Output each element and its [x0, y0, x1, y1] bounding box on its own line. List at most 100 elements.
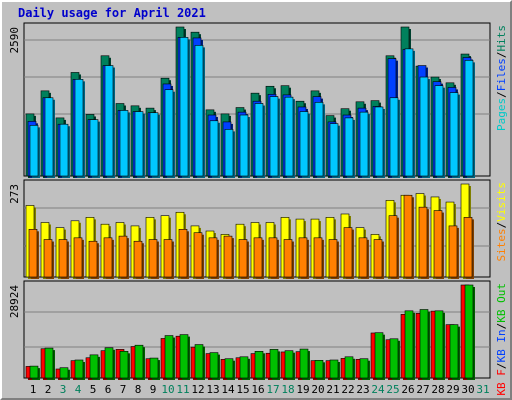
bar-sites-day-2 — [43, 239, 53, 278]
bar-pages-day-9 — [149, 112, 159, 177]
x-tick-label-day-13: 13 — [206, 383, 219, 396]
x-tick-label-day-14: 14 — [221, 383, 235, 396]
bar-kbout-day-15 — [239, 356, 249, 379]
x-tick-label-day-27: 27 — [416, 383, 429, 396]
x-tick-label-day-29: 29 — [446, 383, 459, 396]
x-tick-label-day-25: 25 — [386, 383, 399, 396]
bar-sites-day-29 — [448, 225, 458, 278]
bar-pages-day-5 — [89, 119, 99, 177]
x-tick-label-day-11: 11 — [176, 383, 189, 396]
bar-sites-day-12 — [193, 232, 203, 278]
x-tick-label-day-31: 31 — [476, 383, 489, 396]
bar-sites-day-1 — [28, 229, 38, 278]
legend-entry-hits_files_pages-3: / — [495, 52, 508, 59]
bar-kbout-day-26 — [404, 310, 414, 379]
legend-entry-kbytes-2: KB In — [495, 329, 508, 362]
bar-kbout-day-6 — [104, 347, 114, 379]
bar-pages-day-21 — [329, 123, 339, 177]
bar-kbout-day-13 — [209, 352, 219, 379]
bar-pages-day-30 — [464, 60, 474, 177]
bar-sites-day-25 — [388, 215, 398, 278]
x-tick-label-day-3: 3 — [60, 383, 67, 396]
x-tick-label-day-20: 20 — [311, 383, 324, 396]
legend-entry-kbytes-3: / — [495, 323, 508, 330]
bar-pages-day-18 — [284, 96, 294, 177]
bar-kbout-day-27 — [419, 309, 429, 379]
bar-pages-day-12 — [194, 45, 204, 177]
bar-kbout-day-19 — [299, 348, 309, 379]
bar-sites-day-22 — [343, 227, 353, 278]
x-tick-label-day-4: 4 — [75, 383, 82, 396]
x-tick-label-day-18: 18 — [281, 383, 294, 396]
legend-entry-kbytes-4: KB Out — [495, 283, 508, 323]
legend-entry-hits_files_pages-2: Files — [495, 58, 508, 91]
legend-entry-visits_sites-0: Sites — [495, 228, 508, 261]
bar-sites-day-21 — [328, 239, 338, 278]
bar-pages-day-27 — [419, 76, 429, 177]
bar-kbout-day-25 — [389, 338, 399, 379]
bar-sites-day-6 — [103, 237, 113, 278]
chart-title: Daily usage for April 2021 — [18, 6, 206, 20]
legend-entry-visits_sites-1: / — [495, 222, 508, 229]
bar-pages-day-19 — [299, 111, 309, 177]
bar-pages-day-1 — [29, 125, 39, 177]
x-tick-label-day-24: 24 — [371, 383, 385, 396]
x-tick-label-day-1: 1 — [30, 383, 37, 396]
bar-pages-day-23 — [359, 111, 369, 177]
bar-pages-day-16 — [254, 103, 264, 177]
bar-kbout-day-12 — [194, 344, 204, 379]
bar-pages-day-8 — [134, 111, 144, 177]
x-tick-label-day-26: 26 — [401, 383, 414, 396]
x-tick-label-day-21: 21 — [326, 383, 339, 396]
x-tick-label-day-30: 30 — [461, 383, 474, 396]
bar-sites-day-4 — [73, 237, 83, 278]
bar-sites-day-7 — [118, 235, 128, 278]
bar-kbout-day-10 — [164, 335, 174, 379]
x-tick-label-day-8: 8 — [135, 383, 142, 396]
y-max-label-visits_sites: 273 — [8, 184, 21, 204]
bar-pages-day-26 — [404, 48, 414, 177]
bar-pages-day-29 — [449, 92, 459, 177]
bar-sites-day-23 — [358, 237, 368, 278]
bar-sites-day-17 — [268, 237, 278, 278]
bar-sites-day-28 — [433, 210, 443, 278]
bar-pages-day-11 — [179, 37, 189, 177]
bar-sites-day-18 — [283, 239, 293, 278]
bar-pages-day-25 — [389, 97, 399, 177]
bar-pages-day-2 — [44, 97, 54, 177]
x-tick-label-day-9: 9 — [150, 383, 157, 396]
bar-kbout-day-4 — [74, 359, 84, 379]
bar-sites-day-16 — [253, 237, 263, 278]
bar-kbout-day-22 — [344, 356, 354, 379]
bar-kbout-day-3 — [59, 367, 69, 379]
bar-kbout-day-17 — [269, 349, 279, 379]
y-max-label-hits_files_pages: 2590 — [8, 27, 21, 54]
bar-kbout-day-14 — [224, 358, 234, 379]
bar-sites-day-19 — [298, 237, 308, 278]
bar-sites-day-15 — [238, 239, 248, 278]
bar-sites-day-20 — [313, 237, 323, 278]
x-tick-label-day-19: 19 — [296, 383, 309, 396]
legend-entry-hits_files_pages-1: / — [495, 91, 508, 98]
bar-pages-day-3 — [59, 123, 69, 177]
legend-entry-kbytes-1: / — [495, 363, 508, 370]
bar-kbout-day-9 — [149, 357, 159, 379]
bar-pages-day-4 — [74, 79, 84, 177]
x-tick-label-day-5: 5 — [90, 383, 97, 396]
bar-pages-day-14 — [224, 129, 234, 177]
legend-entry-kbytes-0: KB F — [495, 369, 508, 396]
x-tick-label-day-23: 23 — [356, 383, 369, 396]
legend-entry-hits_files_pages-0: Pages — [495, 98, 508, 131]
bar-kbout-day-7 — [119, 351, 129, 379]
bar-pages-day-6 — [104, 65, 114, 177]
bar-kbout-day-20 — [314, 360, 324, 379]
bar-sites-day-3 — [58, 239, 68, 278]
legend-entry-hits_files_pages-4: Hits — [495, 25, 508, 52]
bar-kbout-day-18 — [284, 350, 294, 379]
x-tick-label-day-16: 16 — [251, 383, 264, 396]
bar-pages-day-17 — [269, 96, 279, 177]
bar-kbout-day-29 — [449, 324, 459, 379]
y-max-label-kbytes: 28924 — [8, 285, 21, 318]
bar-sites-day-8 — [133, 240, 143, 278]
bar-sites-day-13 — [208, 237, 218, 278]
